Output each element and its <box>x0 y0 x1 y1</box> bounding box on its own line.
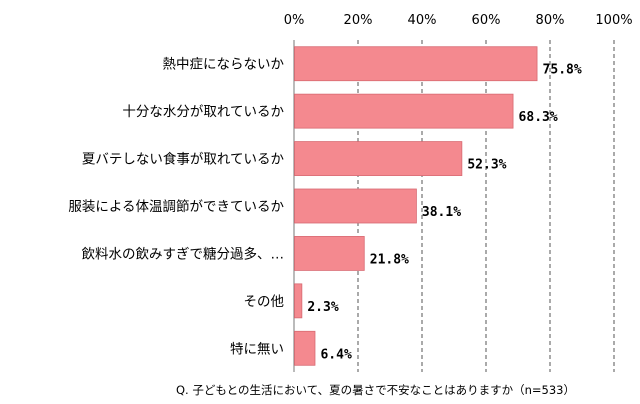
x-tick-label: 40% <box>408 13 437 28</box>
data-label: 6.4% <box>320 347 351 362</box>
category-label: その他 <box>244 294 285 310</box>
bar <box>294 236 365 271</box>
category-label: 熱中症にならないか <box>163 57 285 73</box>
bar <box>294 188 417 224</box>
category-labels: 熱中症にならないか十分な水分が取れているか夏バテしない食事が取れているか服装によ… <box>68 57 284 358</box>
bar <box>294 141 463 176</box>
data-label: 75.8% <box>543 63 582 78</box>
bar <box>294 93 514 129</box>
category-label: 服装による体温調節ができているか <box>68 199 284 215</box>
bar <box>294 330 316 366</box>
value-labels: 75.8% 68.3% 52.3% 38.1% 21.8% 2.3% 6.4% <box>307 63 582 363</box>
x-tick-label: 20% <box>344 13 373 28</box>
x-tick-label: 60% <box>472 13 501 28</box>
data-label: 38.1% <box>422 205 461 220</box>
gridlines <box>293 40 615 372</box>
data-label: 21.8% <box>370 252 409 267</box>
bar <box>294 46 538 82</box>
category-label: 十分な水分が取れているか <box>122 104 284 120</box>
data-label: 52.3% <box>467 158 506 173</box>
bar <box>294 283 303 319</box>
x-tick-label: 100% <box>595 13 632 28</box>
bars <box>294 46 538 366</box>
survey-question-note: Q. 子どもとの生活において、夏の暑さで不安なことはありますか（n=533） <box>176 383 575 397</box>
category-label: 飲料水の飲みすぎで糖分過多、… <box>82 245 285 262</box>
category-label: 特に無い <box>230 341 284 357</box>
category-label: 夏バテしない食事が取れているか <box>82 151 285 168</box>
x-tick-label: 0% <box>284 13 305 28</box>
data-label: 68.3% <box>519 110 558 125</box>
data-label: 2.3% <box>307 300 338 315</box>
x-axis-ticks: 0% 20% 40% 60% 80% 100% <box>284 13 633 28</box>
x-tick-label: 80% <box>536 13 565 28</box>
